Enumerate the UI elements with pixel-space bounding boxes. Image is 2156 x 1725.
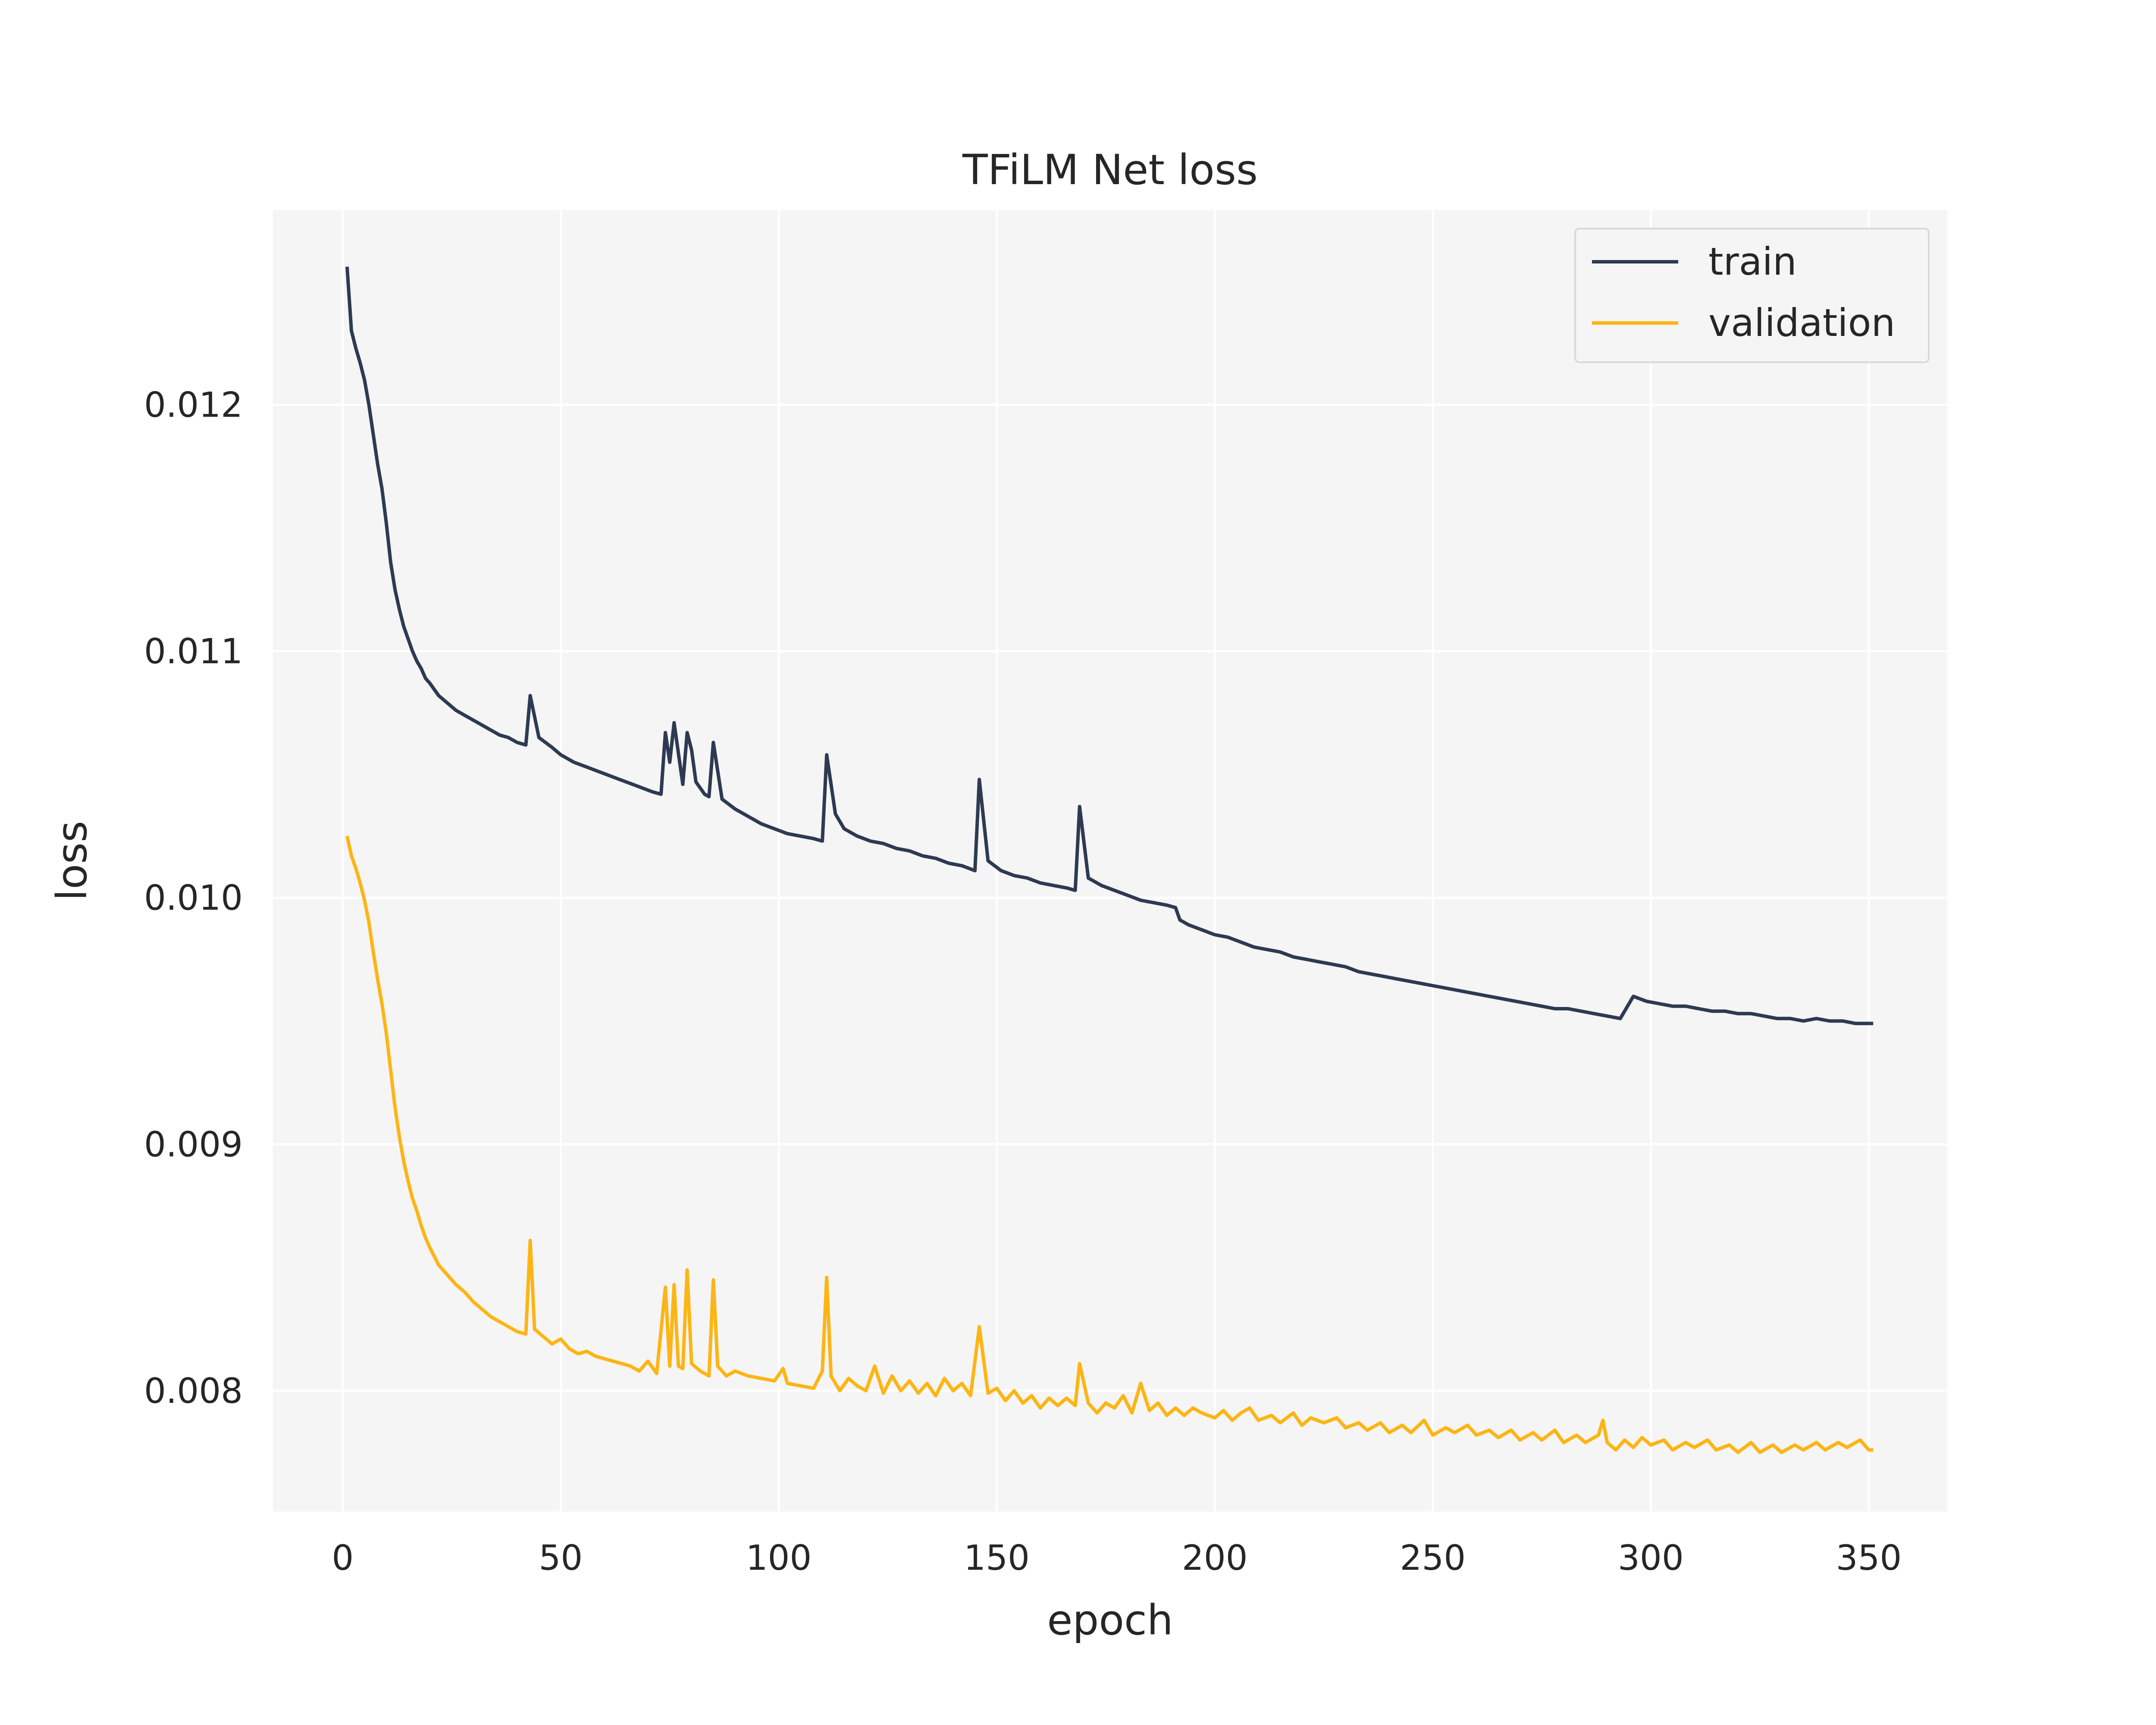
y-tick-label: 0.010 [144,878,243,918]
x-tick-label: 150 [964,1538,1030,1578]
y-tick-label: 0.009 [144,1124,243,1164]
x-tick-label: 50 [539,1538,583,1578]
series-lines [345,267,1874,1454]
x-tick-label: 350 [1836,1538,1902,1578]
legend: train validation [1574,228,1930,363]
x-tick-label: 200 [1182,1538,1248,1578]
plot-area [273,210,1947,1512]
legend-label-train: train [1708,239,1797,284]
y-axis-label: loss [48,821,96,900]
y-tick-label: 0.012 [144,385,243,425]
x-axis-ticks: 0 50 100 150 200 250 300 350 [332,1538,1902,1578]
series-line-validation [345,835,1874,1454]
legend-label-validation: validation [1708,301,1895,345]
series-line-train [345,267,1874,1026]
y-tick-label: 0.011 [144,631,243,671]
x-tick-label: 300 [1618,1538,1684,1578]
y-tick-label: 0.008 [144,1371,243,1411]
chart-title: TFiLM Net loss [962,146,1258,194]
x-tick-label: 0 [332,1538,354,1578]
x-tick-label: 250 [1400,1538,1466,1578]
gridlines [273,210,1947,1512]
x-axis-label: epoch [1047,1596,1173,1644]
y-axis-ticks: 0.008 0.009 0.010 0.011 0.012 [144,385,243,1411]
x-tick-label: 100 [746,1538,812,1578]
